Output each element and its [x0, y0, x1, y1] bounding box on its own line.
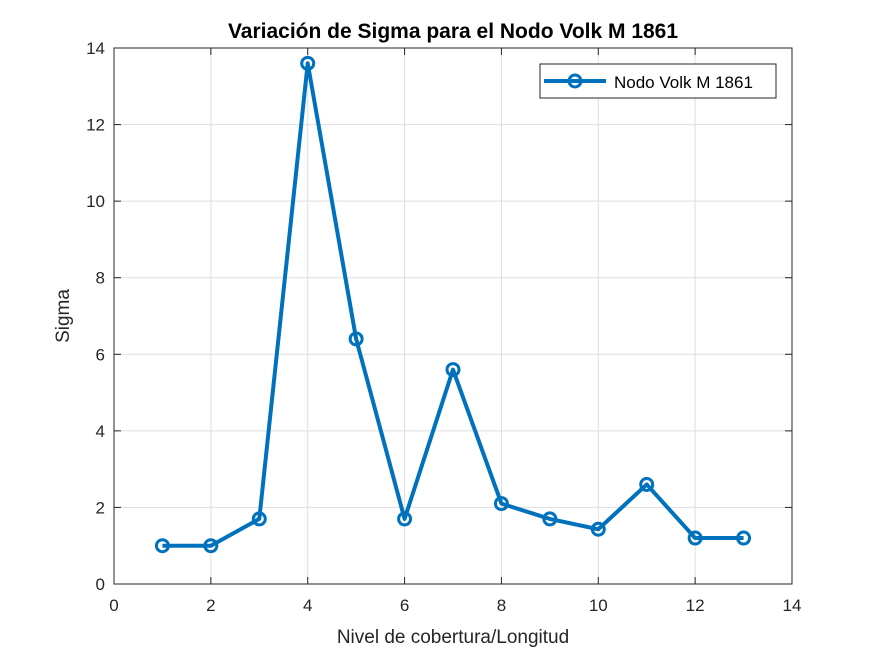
data-point [203, 538, 219, 554]
data-point [590, 521, 606, 537]
data-point [736, 530, 752, 546]
legend-marker-sample [567, 73, 583, 89]
y-tick-label: 4 [96, 422, 105, 441]
x-tick-label: 2 [206, 596, 215, 615]
data-point [154, 538, 170, 554]
series-layer [154, 55, 752, 554]
x-tick-label: 6 [400, 596, 409, 615]
y-tick-label: 12 [86, 116, 105, 135]
data-point [251, 511, 267, 527]
y-tick-label: 0 [96, 575, 105, 594]
y-tick-label: 10 [86, 192, 105, 211]
y-tick-label: 2 [96, 498, 105, 517]
chart-title: Variación de Sigma para el Nodo Volk M 1… [228, 20, 678, 43]
ticks: 0 2 4 6 8 10 12 14 0 2 4 6 8 10 12 14 [86, 39, 801, 615]
plot-area [114, 48, 792, 584]
legend-entry-label: Nodo Volk M 1861 [614, 73, 753, 92]
x-tick-label: 14 [783, 596, 802, 615]
axes-box [113, 47, 793, 585]
x-tick-label: 0 [109, 596, 118, 615]
data-point [445, 362, 461, 378]
y-tick-label: 6 [96, 345, 105, 364]
x-tick-label: 4 [303, 596, 312, 615]
y-tick-label: 14 [86, 39, 105, 58]
y-axis-label: Sigma [53, 289, 74, 343]
x-tick-label: 10 [589, 596, 608, 615]
series-line-0 [162, 61, 744, 548]
y-tick-label: 8 [96, 269, 105, 288]
data-point [639, 476, 655, 492]
data-point [300, 55, 316, 71]
data-point [397, 511, 413, 527]
x-tick-label: 8 [497, 596, 506, 615]
data-point [687, 530, 703, 546]
data-point [542, 511, 558, 527]
data-point [348, 331, 364, 347]
legend: Nodo Volk M 1861 [539, 63, 777, 99]
x-tick-label: 12 [686, 596, 705, 615]
x-axis-label: Nivel de cobertura/Longitud [337, 627, 569, 648]
data-point [493, 496, 509, 512]
